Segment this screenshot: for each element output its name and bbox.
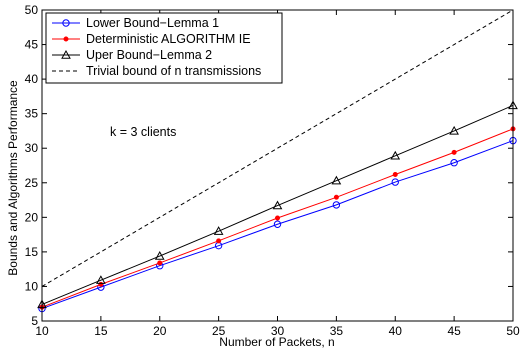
- series-2-point: [390, 150, 401, 160]
- series-2-point: [331, 175, 342, 185]
- y-tick-label: 30: [25, 141, 39, 155]
- x-tick-label: 40: [389, 324, 403, 338]
- legend: Lower Bound−Lemma 1 Deterministic ALGORIT…: [45, 12, 283, 84]
- series-2-point: [272, 200, 283, 210]
- y-tick-label: 10: [25, 279, 39, 293]
- x-tick-label: 20: [153, 324, 167, 338]
- series-1-point: [98, 281, 104, 287]
- series-2-point: [213, 226, 224, 235]
- y-tick-label: 45: [25, 38, 39, 52]
- legend-label-1: Deterministic ALGORITHM IE: [86, 32, 251, 46]
- series-1-point: [392, 171, 398, 177]
- series-2-point: [96, 275, 106, 284]
- x-tick-label: 45: [447, 324, 461, 338]
- y-tick-label: 5: [31, 314, 38, 328]
- legend-label-3: Trivial bound of n transmissions: [86, 64, 261, 78]
- series-1-point: [157, 260, 163, 266]
- y-tick-label: 20: [25, 210, 39, 224]
- y-tick-label: 25: [25, 176, 39, 190]
- annotation-clients: k = 3 clients: [110, 125, 176, 139]
- series-0-point: [332, 201, 341, 209]
- series-1-point: [451, 149, 457, 155]
- legend-box: [45, 12, 283, 84]
- legend-marker-1: [63, 36, 69, 42]
- series-1-point: [274, 215, 280, 221]
- series-0-point: [450, 159, 458, 167]
- y-tick-label: 35: [25, 107, 39, 121]
- series-1-point: [216, 238, 222, 244]
- legend-marker-2: [61, 49, 71, 59]
- y-tick-label: 40: [25, 72, 39, 86]
- x-tick-label: 10: [35, 324, 49, 338]
- series-line-0: [41, 140, 514, 310]
- legend-label-2: Uper Bound−Lemma 2: [86, 48, 212, 62]
- series-2-point: [154, 251, 165, 260]
- series-0-point: [391, 178, 399, 186]
- legend-marker-0: [62, 19, 70, 27]
- x-tick-label: 30: [271, 324, 285, 338]
- series-2-point: [449, 125, 459, 135]
- y-tick-label: 15: [25, 245, 39, 259]
- x-tick-label: 15: [94, 324, 108, 338]
- x-tick-label: 50: [506, 324, 520, 338]
- series-0-point: [273, 220, 282, 228]
- y-tick-label: 50: [25, 3, 39, 17]
- legend-label-0: Lower Bound−Lemma 1: [86, 16, 219, 30]
- x-axis-label: Number of Packets, n: [219, 335, 334, 349]
- series-line-2: [41, 104, 514, 305]
- y-axis-label: Bounds and Algorithms Performance: [6, 80, 20, 276]
- x-tick-label: 25: [212, 324, 226, 338]
- series-line-3: [41, 9, 514, 287]
- x-tick-label: 35: [330, 324, 344, 338]
- series-1-point: [333, 194, 339, 200]
